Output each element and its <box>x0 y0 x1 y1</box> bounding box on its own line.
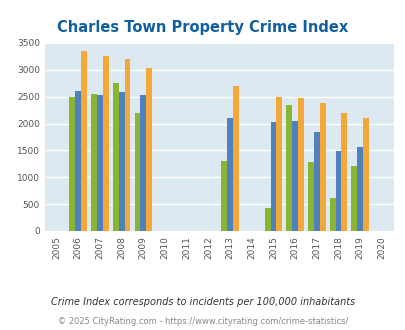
Bar <box>113 83 118 231</box>
Bar <box>232 86 238 231</box>
Bar <box>97 95 102 231</box>
Bar <box>329 198 335 231</box>
Bar <box>319 103 325 231</box>
Bar <box>134 113 140 231</box>
Bar <box>69 97 75 231</box>
Bar <box>140 95 146 231</box>
Bar <box>221 161 226 231</box>
Bar <box>75 91 81 231</box>
Bar <box>341 113 346 231</box>
Bar <box>351 166 356 231</box>
Bar <box>356 147 362 231</box>
Bar <box>102 56 109 231</box>
Bar <box>307 162 313 231</box>
Bar <box>226 118 232 231</box>
Bar <box>118 92 124 231</box>
Bar <box>313 132 319 231</box>
Text: Crime Index corresponds to incidents per 100,000 inhabitants: Crime Index corresponds to incidents per… <box>51 297 354 307</box>
Bar <box>264 208 270 231</box>
Bar <box>335 151 341 231</box>
Text: © 2025 CityRating.com - https://www.cityrating.com/crime-statistics/: © 2025 CityRating.com - https://www.city… <box>58 317 347 326</box>
Bar <box>124 59 130 231</box>
Bar <box>292 121 297 231</box>
Bar <box>270 122 276 231</box>
Bar <box>297 98 303 231</box>
Bar <box>286 105 292 231</box>
Text: Charles Town Property Crime Index: Charles Town Property Crime Index <box>57 20 348 35</box>
Bar <box>81 51 87 231</box>
Bar <box>362 117 368 231</box>
Bar <box>91 94 97 231</box>
Bar <box>146 68 152 231</box>
Bar <box>276 97 281 231</box>
